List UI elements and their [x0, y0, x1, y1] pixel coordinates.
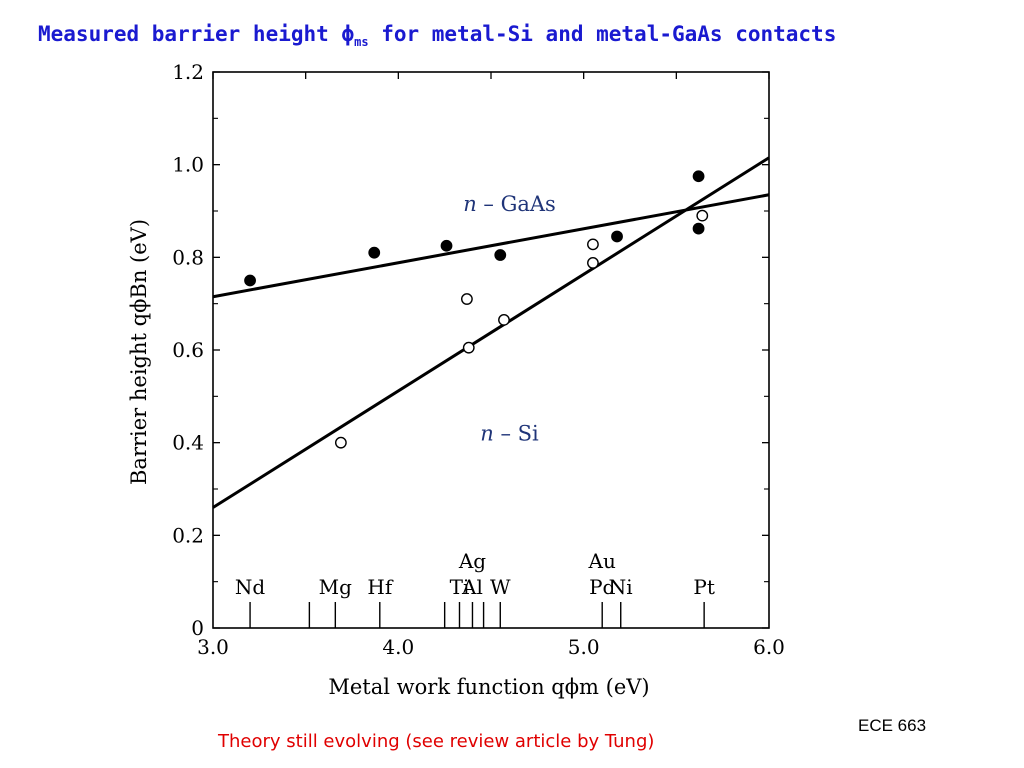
y-tick-label: 1.2 [172, 60, 204, 84]
metal-label: Pt [693, 575, 715, 599]
plot-frame [212, 71, 770, 629]
filled-data-point [244, 274, 256, 287]
open-data-point [498, 313, 510, 326]
y-tick-label: 0.4 [172, 431, 204, 455]
filled-data-point [368, 246, 381, 259]
title-main: Measured barrier height [38, 22, 342, 46]
filled-data-point [440, 239, 453, 252]
metal-label: Nd [235, 575, 266, 599]
axis-ticks [212, 71, 770, 629]
series-label-0: n – GaAs [463, 192, 556, 216]
metal-label-upper: Ag [458, 549, 486, 573]
open-data-point [696, 209, 709, 222]
series-labels: n – GaAs n – Si [463, 192, 556, 445]
open-data-point [334, 436, 347, 449]
title-subscript: ms [354, 35, 369, 49]
x-tick-label: 4.0 [382, 635, 414, 659]
y-axis-label: Barrier height qϕBn (eV) [127, 219, 151, 485]
metal-label: Hf [367, 575, 393, 599]
open-data-point [587, 256, 599, 269]
title-symbol: ϕ [341, 22, 355, 46]
metal-label: Mg [319, 575, 352, 599]
axis-tick-labels: 0 0.2 0.4 0.6 0.8 1.0 1.2 3.0 4.0 5.0 6.0 [172, 60, 785, 659]
y-tick-label: 0.2 [172, 523, 204, 547]
metal-label: Ti [450, 575, 470, 599]
course-label: ECE 663 [858, 716, 927, 735]
x-tick-label: 6.0 [753, 635, 785, 659]
metal-label-upper: Au [588, 549, 616, 573]
title-rest: for metal-Si and metal-GaAs contacts [368, 22, 837, 46]
open-data-point [462, 341, 475, 354]
filled-data-point [611, 230, 623, 243]
filled-data-point [692, 170, 705, 183]
y-tick-label: 0 [191, 616, 204, 640]
metal-label: W [490, 575, 511, 599]
fit-line-0 [212, 193, 770, 299]
x-axis-label: Metal work function qϕm (eV) [328, 675, 649, 699]
metal-label: Al [461, 575, 483, 599]
y-tick-label: 0.6 [172, 338, 204, 362]
fit-lines [212, 156, 770, 509]
metal-label: Pd [589, 575, 615, 599]
x-tick-label: 3.0 [197, 635, 229, 659]
open-data-point [461, 293, 473, 305]
filled-data-point [692, 222, 705, 235]
metal-label: Ni [609, 575, 633, 599]
data-points [244, 170, 709, 449]
y-tick-label: 1.0 [172, 153, 204, 177]
fit-line-1 [212, 156, 770, 509]
x-tick-label: 5.0 [568, 635, 600, 659]
filled-data-point [494, 249, 507, 261]
open-data-point [587, 238, 599, 251]
series-label-1: n – Si [480, 421, 539, 445]
y-tick-label: 0.8 [172, 245, 204, 269]
slide-title: Measured barrier height ϕms for metal-Si… [38, 22, 836, 49]
footer-note: Theory still evolving (see review articl… [218, 731, 655, 752]
